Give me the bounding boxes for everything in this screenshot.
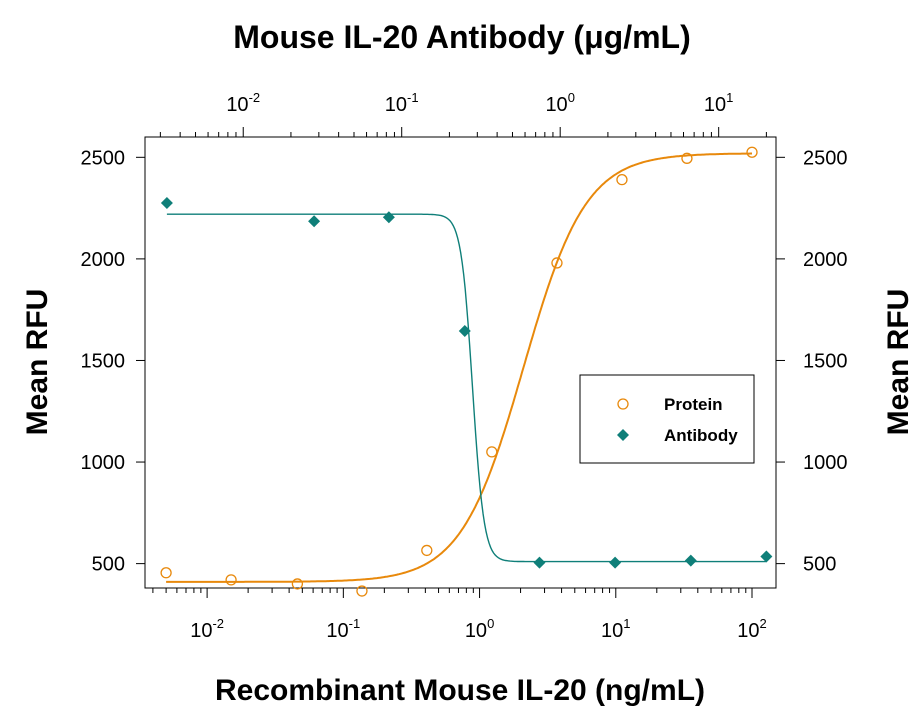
data-point-protein <box>291 578 304 590</box>
y-tick-label: 2000 <box>81 249 126 271</box>
left-axis: 500 1000 1500 2000 2500 <box>81 147 145 576</box>
bottom-axis: 10-2 10-1 100 101 102 <box>152 588 767 642</box>
data-point-protein <box>746 146 758 158</box>
x-top-tick-label: 10-1 <box>385 90 419 116</box>
fit-curve-protein <box>166 152 752 583</box>
data-point-protein <box>551 257 563 269</box>
legend-marker-antibody <box>617 429 629 441</box>
y-right-tick-label: 2000 <box>803 249 848 271</box>
right-axis: 500 1000 1500 2000 2500 <box>776 147 848 576</box>
x-tick-label: 102 <box>737 616 766 642</box>
plot-frame <box>144 136 777 589</box>
x-top-tick-label: 10-2 <box>226 90 260 116</box>
legend-box <box>579 374 755 464</box>
data-point-protein <box>225 574 237 586</box>
legend-label-protein: Protein <box>664 395 723 414</box>
y-right-tick-label: 2500 <box>803 147 848 169</box>
fit-curves <box>166 152 767 583</box>
data-point-protein <box>486 446 498 458</box>
data-point-protein <box>616 174 628 186</box>
data-point-antibody <box>308 215 321 228</box>
x-tick-label: 10-2 <box>190 616 224 642</box>
data-point-protein <box>681 152 693 164</box>
chart-title: Mouse IL-20 Antibody (μg/mL) <box>233 19 690 55</box>
y-axis-title: Mean RFU <box>21 289 54 436</box>
x-top-tick-label: 100 <box>545 90 574 116</box>
x-tick-label: 10-1 <box>326 616 360 642</box>
data-point-antibody <box>533 556 546 569</box>
y-tick-label: 2500 <box>81 147 126 169</box>
legend-label-antibody: Antibody <box>664 426 738 445</box>
y-axis-title-right: Mean RFU <box>882 289 915 436</box>
y-right-tick-label: 1500 <box>803 350 848 372</box>
data-point-antibody <box>609 556 622 569</box>
y-right-tick-label: 1000 <box>803 452 848 474</box>
data-point-antibody <box>760 550 773 563</box>
legend: Protein Antibody <box>579 374 755 464</box>
data-points <box>160 146 773 597</box>
x-top-tick-label: 101 <box>704 90 733 116</box>
y-right-tick-label: 500 <box>803 554 836 576</box>
top-axis: 10-2 10-1 100 101 <box>159 90 767 137</box>
y-tick-label: 1000 <box>81 452 126 474</box>
data-point-antibody <box>684 554 697 567</box>
legend-marker-protein <box>617 398 629 410</box>
data-point-antibody <box>160 197 173 210</box>
data-point-protein <box>160 567 172 579</box>
data-point-antibody <box>458 325 471 338</box>
data-point-antibody <box>382 211 395 224</box>
x-axis-title: Recombinant Mouse IL-20 (ng/mL) <box>215 674 705 707</box>
fit-curve-antibody <box>166 213 767 563</box>
data-point-protein <box>421 544 433 557</box>
y-tick-label: 500 <box>92 554 125 576</box>
x-tick-label: 100 <box>465 616 494 642</box>
x-tick-label: 101 <box>601 616 630 642</box>
data-point-protein <box>356 585 368 597</box>
y-tick-label: 1500 <box>81 350 126 372</box>
